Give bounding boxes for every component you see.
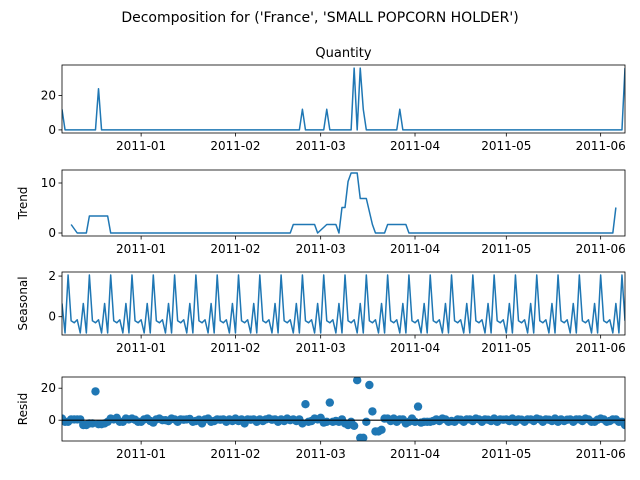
x-tick-label: 2011-02 [210,139,260,153]
x-tick-label: 2011-06 [576,447,626,461]
resid-point [620,420,625,430]
series-line [70,172,617,234]
subplot-trend: Trend 0 10 2011-01 2011-02 2011-03 2011-04 2011… [16,169,626,256]
x-tick-label: 2011-03 [296,341,346,355]
x-tick-label: 2011-04 [390,341,440,355]
series-group [62,377,625,441]
x-tick-label: 2011-04 [390,242,440,256]
subplot-title: Quantity [315,46,371,61]
x-tick-label: 2011-05 [481,447,531,461]
x-tick-label: 2011-04 [390,139,440,153]
y-tick-label: 20 [41,381,56,395]
x-tick-label: 2011-05 [481,242,531,256]
x-tick-label: 2011-01 [116,139,166,153]
subplot-resid: Resid 0 20 2011-01 2011-02 2011-03 2011-04 2011… [16,376,626,461]
x-tick-label: 2011-01 [116,447,166,461]
x-tick-label: 2011-05 [481,341,531,355]
resid-point [325,398,335,407]
x-tick-label: 2011-05 [481,139,531,153]
series-group [62,274,625,334]
x-tick-label: 2011-03 [296,242,346,256]
resid-point [352,377,362,385]
series-group [62,67,625,131]
figure-suptitle: Decomposition for ('France', 'SMALL POPC… [121,10,518,26]
y-tick-label: 0 [48,310,56,324]
x-tick-label: 2011-03 [296,447,346,461]
resid-point [368,407,377,416]
y-tick-label: 0 [48,226,56,240]
x-tick-label: 2011-06 [576,139,626,153]
resid-point [349,421,359,430]
subplot-quantity: Quantity 0 20 2011-01 2011-02 2011-03 2011-04 2… [41,46,626,153]
x-tick-label: 2011-04 [390,447,440,461]
y-tick-label: 10 [41,176,56,190]
resid-point [362,417,371,426]
x-tick-label: 2011-02 [210,447,260,461]
resid-point [413,402,423,411]
y-axis-label: Resid [16,393,30,425]
x-tick-label: 2011-06 [576,341,626,355]
resid-point [377,425,386,434]
x-tick-label: 2011-01 [116,242,166,256]
series-line [62,67,625,131]
axes-frame [61,376,626,442]
axes-frame [61,271,626,336]
x-tick-label: 2011-01 [116,341,166,355]
series-line [62,274,625,334]
subplot-seasonal: Seasonal 0 2 2011-01 2011-02 2011-03 2011-04 20… [16,269,626,355]
x-tick-label: 2011-02 [210,341,260,355]
y-tick-label: 0 [48,413,56,427]
resid-point [91,387,100,396]
resid-point [359,433,368,441]
axes-frame [61,64,626,134]
series-group [70,172,617,234]
axes-frame [61,169,626,237]
x-tick-label: 2011-02 [210,242,260,256]
resid-point [365,380,374,390]
x-tick-label: 2011-06 [576,242,626,256]
resid-point [301,400,310,409]
y-tick-label: 2 [48,269,56,283]
y-axis-label: Seasonal [16,276,30,330]
y-tick-label: 0 [48,123,56,137]
y-tick-label: 20 [41,89,56,103]
y-axis-label: Trend [16,187,30,221]
x-tick-label: 2011-03 [296,139,346,153]
